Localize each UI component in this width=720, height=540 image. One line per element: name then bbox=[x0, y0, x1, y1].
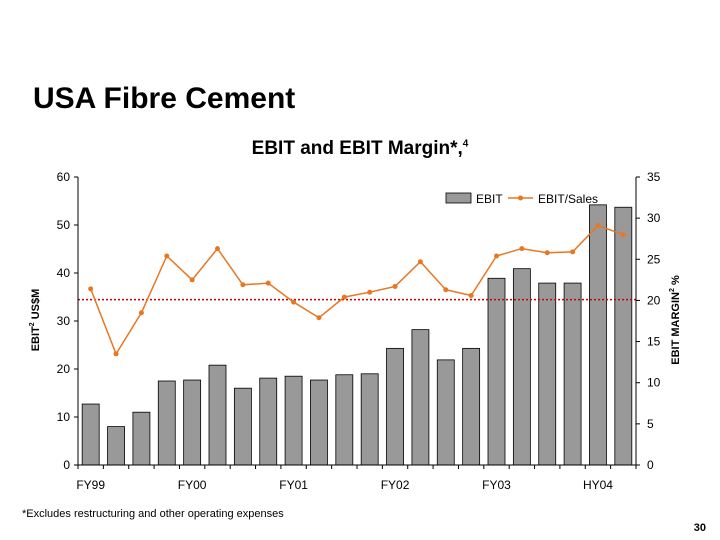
page-number: 30 bbox=[693, 522, 706, 534]
y-left-tick-label: 60 bbox=[57, 170, 71, 184]
ebit-bar bbox=[107, 426, 125, 466]
ebit-sales-point bbox=[620, 232, 626, 238]
chart-title-text: EBIT and EBIT Margin*, bbox=[251, 138, 463, 159]
legend-marker-ebit-sales bbox=[518, 195, 523, 201]
ebit-bar bbox=[183, 379, 202, 466]
y-axis-right-title: EBIT MARGIN2 % bbox=[669, 275, 682, 365]
y-right-tick-label: 10 bbox=[647, 376, 661, 390]
ebit-bar bbox=[436, 359, 455, 466]
ebit-bar bbox=[386, 347, 404, 466]
ebit-bar bbox=[81, 403, 100, 466]
ebit-sales-point bbox=[189, 277, 195, 283]
chart-title-superscript: 4 bbox=[462, 138, 469, 150]
ebit-sales-point bbox=[468, 292, 474, 298]
ebit-bar bbox=[335, 374, 354, 466]
ebit-sales-point bbox=[595, 223, 601, 229]
y-right-tick-label: 20 bbox=[647, 293, 661, 307]
x-tick-label: FY03 bbox=[482, 478, 511, 492]
y-left-tick-label: 50 bbox=[57, 218, 71, 232]
ebit-bar bbox=[259, 377, 278, 466]
y-right-tick-label: 0 bbox=[647, 458, 654, 472]
y-axis-right-title-text: EBIT MARGIN bbox=[670, 292, 682, 365]
y-axis-right-title-sup: 2 bbox=[669, 288, 676, 292]
svg-text:EBIT2 US$M: EBIT2 US$M bbox=[29, 289, 42, 352]
ebit-bar bbox=[411, 329, 430, 466]
footnote: *Excludes restructuring and other operat… bbox=[22, 508, 284, 520]
ebit-sales-point bbox=[341, 294, 347, 300]
x-tick-label: FY01 bbox=[279, 478, 308, 492]
slide-title: USA Fibre Cement bbox=[33, 82, 296, 115]
ebit-sales-point bbox=[367, 289, 373, 295]
svg-text:EBIT MARGIN2 %: EBIT MARGIN2 % bbox=[669, 275, 682, 365]
ebit-sales-point bbox=[443, 287, 449, 293]
ebit-bar bbox=[208, 364, 227, 466]
y-left-tick-label: 10 bbox=[57, 410, 71, 424]
ebit-bar bbox=[614, 206, 633, 466]
y-right-tick-label: 35 bbox=[647, 170, 661, 184]
ebit-sales-point bbox=[164, 253, 170, 259]
ebit-bar bbox=[233, 387, 252, 466]
ebit-bar bbox=[310, 379, 328, 466]
y-left-tick-label: 40 bbox=[57, 266, 71, 280]
ebit-sales-point bbox=[291, 299, 297, 305]
y-right-tick-label: 25 bbox=[647, 252, 661, 266]
y-axis-right-title-suffix: % bbox=[670, 275, 682, 288]
ebit-bar bbox=[563, 282, 582, 466]
axes-layer: 0 10 20 30 40 50 60 0 5 10 15 20 25 30 35 FY99 FY00 FY01 F… bbox=[57, 170, 661, 492]
ebit-sales-point bbox=[544, 250, 550, 256]
ebit-bar bbox=[589, 204, 607, 466]
y-left-tick-label: 0 bbox=[63, 458, 70, 472]
y-right-tick-label: 30 bbox=[647, 211, 661, 225]
ebit-bar bbox=[487, 277, 506, 466]
y-left-tick-label: 20 bbox=[57, 362, 71, 376]
ebit-sales-point bbox=[88, 286, 94, 292]
x-tick-label: FY99 bbox=[76, 478, 105, 492]
chart-title: EBIT and EBIT Margin*,4 bbox=[0, 138, 720, 160]
ebit-sales-point bbox=[417, 259, 423, 265]
x-tick-label: HY04 bbox=[583, 478, 613, 492]
y-left-tick-label: 30 bbox=[57, 314, 71, 328]
y-axis-left-title-sup: 2 bbox=[29, 322, 36, 326]
ebit-sales-point bbox=[138, 310, 144, 316]
ebit-bar bbox=[538, 282, 557, 466]
ebit-sales-point bbox=[570, 249, 576, 255]
y-axis-left-title-text: EBIT bbox=[30, 326, 42, 351]
legend: EBIT EBIT/Sales bbox=[445, 192, 598, 206]
bars-layer bbox=[81, 204, 633, 466]
ebit-sales-point bbox=[265, 280, 271, 286]
y-axis-left-title-suffix: US$M bbox=[30, 289, 42, 323]
ebit-sales-point bbox=[316, 315, 322, 321]
ebit-bar bbox=[132, 411, 151, 466]
ebit-sales-point bbox=[113, 351, 119, 357]
ebit-bar bbox=[360, 373, 379, 466]
ebit-sales-point bbox=[392, 283, 398, 289]
ebit-sales-point bbox=[519, 246, 525, 252]
y-right-tick-label: 5 bbox=[647, 417, 654, 431]
ebit-bar bbox=[157, 380, 176, 466]
ebit-sales-point bbox=[215, 246, 220, 252]
legend-label-ebit: EBIT bbox=[476, 192, 503, 206]
y-axis-left-title: EBIT2 US$M bbox=[29, 289, 42, 352]
ebit-sales-point bbox=[240, 282, 246, 288]
ebit-bar bbox=[284, 375, 303, 466]
legend-label-ebit-sales: EBIT/Sales bbox=[538, 192, 598, 206]
x-tick-label: FY02 bbox=[381, 478, 410, 492]
legend-swatch-ebit bbox=[445, 192, 472, 204]
ebit-bar bbox=[462, 347, 481, 466]
x-tick-label: FY00 bbox=[178, 478, 207, 492]
ebit-bar bbox=[512, 268, 531, 466]
ebit-sales-line bbox=[89, 224, 624, 356]
ebit-sales-point bbox=[494, 253, 499, 259]
line-layer bbox=[88, 223, 626, 357]
y-right-tick-label: 15 bbox=[647, 335, 661, 349]
